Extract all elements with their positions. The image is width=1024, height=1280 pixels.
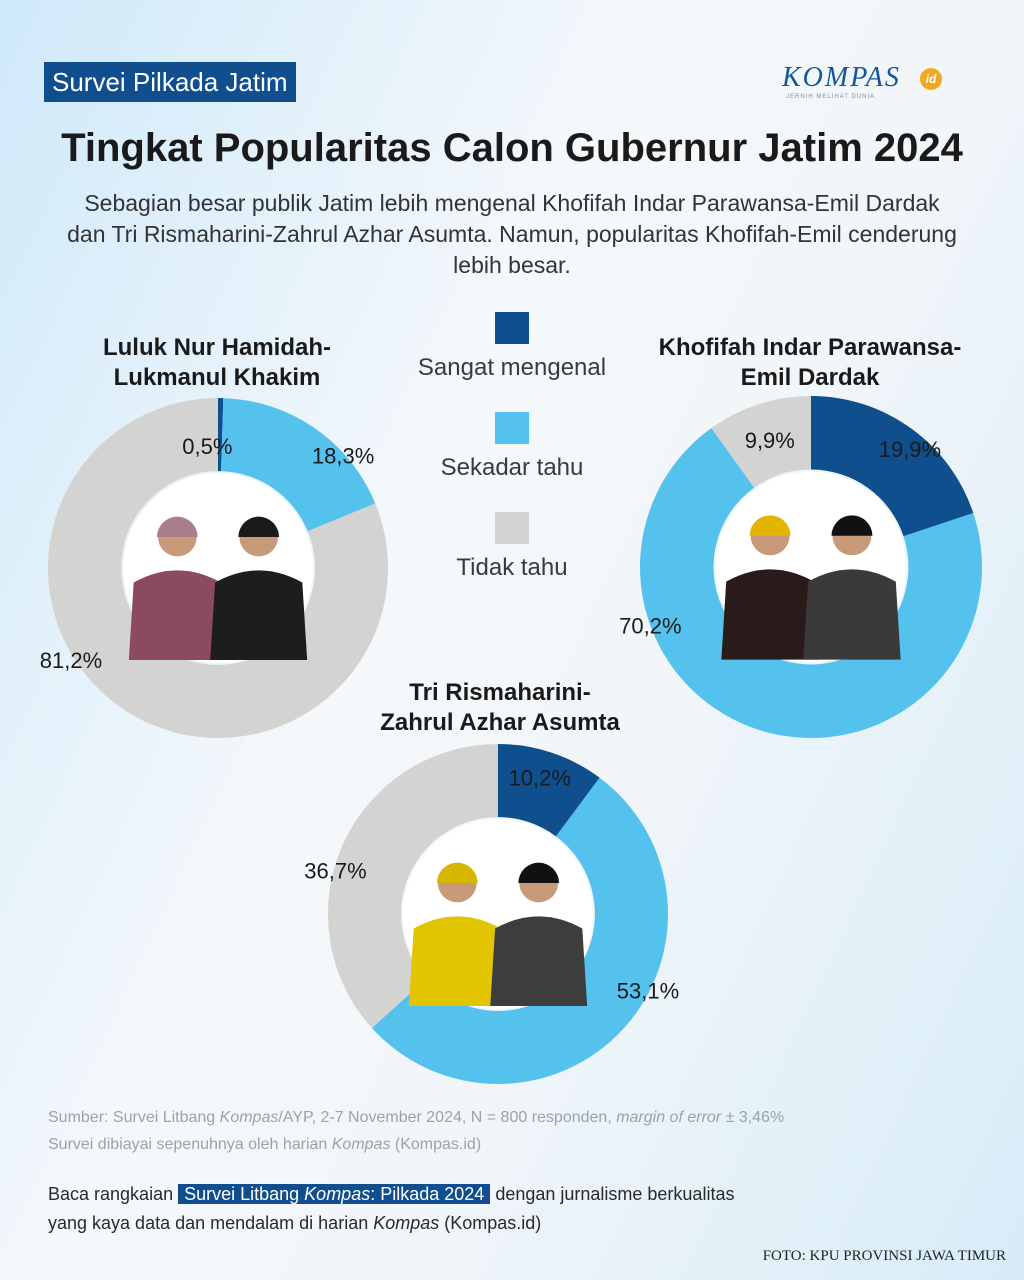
donut-slice-sangat-mengenal xyxy=(811,396,974,537)
legend-item-tidak-tahu: Tidak tahu xyxy=(392,512,632,582)
category-tag: Survei Pilkada Jatim xyxy=(44,62,296,102)
source-note: Sumber: Survei Litbang Kompas/AYP, 2-7 N… xyxy=(48,1104,968,1158)
logo-id-badge: id xyxy=(920,68,942,90)
candidate-figure-body xyxy=(128,570,226,661)
candidate-photo xyxy=(715,471,907,663)
source-line: Sumber: Survei Litbang Kompas/AYP, 2-7 N… xyxy=(48,1109,785,1126)
donut-chart-luluk: 0,5% 18,3% 81,2% xyxy=(40,398,388,738)
data-label-sangat-mengenal: 0,5% xyxy=(182,434,232,459)
legend-item-sekadar-tahu: Sekadar tahu xyxy=(392,412,632,482)
data-label-tidak-tahu: 36,7% xyxy=(304,858,366,883)
candidate-figure-headwear xyxy=(831,515,873,536)
candidate-photo xyxy=(403,819,593,1009)
candidate-figure-body xyxy=(490,916,588,1007)
donut-chart-khofifah: 19,9% 70,2% 9,9% xyxy=(619,396,982,738)
data-label-sekadar-tahu: 70,2% xyxy=(619,613,681,638)
survey-series-link[interactable]: Survei Litbang Kompas: Pilkada 2024 xyxy=(178,1184,491,1204)
donut-slice-sangat-mengenal xyxy=(498,744,600,837)
candidate-name-luluk: Luluk Nur Hamidah- Lukmanul Khakim xyxy=(102,334,331,391)
funding-line: Survei dibiayai sepenuhnya oleh harian K… xyxy=(48,1136,482,1153)
data-label-tidak-tahu: 81,2% xyxy=(40,648,102,673)
candidate-figure-body xyxy=(803,569,901,660)
data-label-sekadar-tahu: 18,3% xyxy=(312,443,374,468)
data-label-sangat-mengenal: 19,9% xyxy=(879,437,941,462)
legend-label: Tidak tahu xyxy=(456,554,568,581)
donut-slice-sangat-mengenal xyxy=(218,398,224,472)
legend-label: Sekadar tahu xyxy=(440,454,584,481)
kompas-logo: KOMPAS id JERNIH MELIHAT DUNIA xyxy=(782,60,952,104)
donut-chart-risma: 10,2% 53,1% 36,7% xyxy=(304,744,679,1084)
donut-slice-sekadar-tahu xyxy=(371,777,668,1084)
page-title: Tingkat Popularitas Calon Gubernur Jatim… xyxy=(61,126,963,170)
candidate-name-khofifah: Khofifah Indar Parawansa- Emil Dardak xyxy=(658,334,962,391)
donut-slice-sekadar-tahu xyxy=(221,398,376,532)
legend-swatch-sekadar-tahu xyxy=(495,412,529,444)
donut-slice-tidak-tahu xyxy=(711,396,811,488)
page-subtitle: Sebagian besar publik Jatim lebih mengen… xyxy=(67,190,957,278)
candidate-figure-headwear xyxy=(436,862,478,883)
candidate-figure-body xyxy=(408,916,506,1007)
logo-text: KOMPAS xyxy=(782,62,901,93)
legend-item-sangat-mengenal: Sangat mengenal xyxy=(392,312,632,382)
candidate-name-risma: Tri Rismaharini- Zahrul Azhar Asumta xyxy=(380,679,620,736)
legend-swatch-sangat-mengenal xyxy=(495,312,529,344)
candidate-figure-headwear xyxy=(156,516,198,537)
data-label-tidak-tahu: 9,9% xyxy=(745,428,795,453)
logo-tagline: JERNIH MELIHAT DUNIA xyxy=(786,94,876,100)
data-label-sekadar-tahu: 53,1% xyxy=(617,978,679,1003)
legend-label: Sangat mengenal xyxy=(417,354,607,381)
candidate-figure-headwear xyxy=(749,515,791,536)
photo-credit: FOTO: KPU PROVINSI JAWA TIMUR xyxy=(762,1248,1006,1264)
candidate-figure-body xyxy=(721,569,819,660)
candidate-figure-headwear xyxy=(238,516,280,537)
legend-swatch-tidak-tahu xyxy=(495,512,529,544)
candidate-figure-body xyxy=(210,570,308,661)
donut-slice-sekadar-tahu xyxy=(640,428,982,738)
candidate-photo xyxy=(123,473,313,663)
call-to-action: Baca rangkaian Survei Litbang Kompas: Pi… xyxy=(48,1184,735,1233)
data-label-sangat-mengenal: 10,2% xyxy=(509,765,571,790)
donut-slice-tidak-tahu xyxy=(328,744,498,1029)
candidate-figure-headwear xyxy=(518,862,560,883)
